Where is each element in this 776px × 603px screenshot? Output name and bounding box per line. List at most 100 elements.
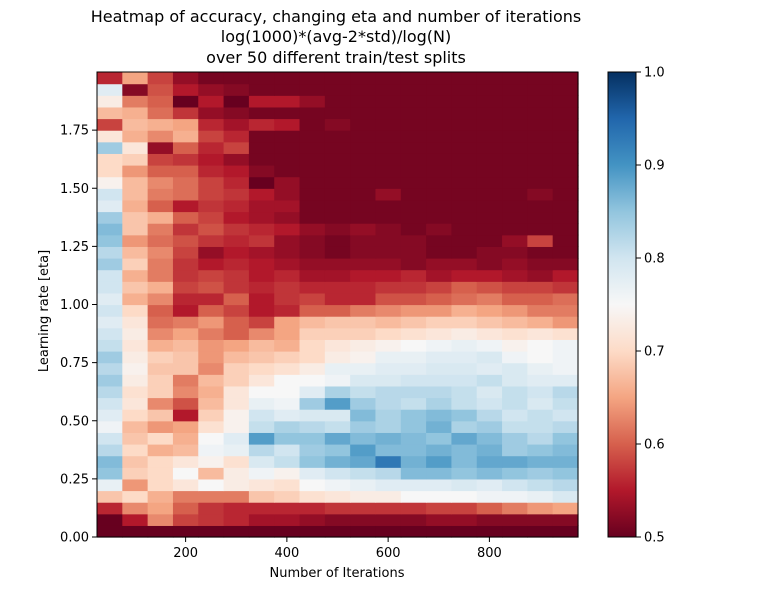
heatmap-cell xyxy=(172,199,199,213)
heatmap-cell xyxy=(527,304,554,317)
heatmap-cell xyxy=(502,246,528,259)
heatmap-cell xyxy=(350,118,377,131)
heatmap-cell xyxy=(451,258,478,271)
heatmap-cell xyxy=(223,72,250,85)
heatmap-cell xyxy=(223,327,250,340)
heatmap-cell xyxy=(375,397,402,410)
heatmap-cell xyxy=(299,397,326,410)
heatmap-cell xyxy=(552,141,579,154)
heatmap-cell xyxy=(122,292,149,306)
heatmap-cell xyxy=(97,106,123,120)
heatmap-cell xyxy=(400,467,427,480)
heatmap-cell xyxy=(324,467,351,480)
heatmap-cell xyxy=(552,339,579,352)
heatmap-cell xyxy=(172,83,199,96)
heatmap-cell xyxy=(223,374,250,387)
heatmap-cell xyxy=(97,478,123,492)
heatmap-cell xyxy=(502,351,528,364)
heatmap-cell xyxy=(172,467,199,480)
heatmap-cell xyxy=(375,118,402,131)
heatmap-cell xyxy=(350,455,377,468)
heatmap-cell xyxy=(147,478,174,492)
heatmap-cell xyxy=(274,409,301,422)
heatmap-cell xyxy=(274,502,301,515)
heatmap-cell xyxy=(375,316,402,329)
heatmap-cell xyxy=(527,490,554,503)
heatmap-cell xyxy=(223,188,250,201)
heatmap-cell xyxy=(375,165,402,178)
heatmap-cell xyxy=(426,316,453,329)
heatmap-cell xyxy=(97,165,123,178)
heatmap-cell xyxy=(147,176,174,189)
heatmap-cell xyxy=(400,95,427,108)
heatmap-cell xyxy=(375,525,402,538)
heatmap-cell xyxy=(350,316,377,329)
heatmap-cell xyxy=(400,246,427,259)
heatmap-cell xyxy=(400,211,427,224)
heatmap-cell xyxy=(122,106,149,120)
heatmap-cell xyxy=(502,211,528,224)
heatmap-cell xyxy=(324,490,351,503)
heatmap-cell xyxy=(248,478,275,492)
chart-title-line-2: log(1000)*(avg-2*std)/log(N) xyxy=(221,27,451,46)
heatmap-cell xyxy=(122,490,149,503)
heatmap-cell xyxy=(527,95,554,108)
heatmap-cell xyxy=(426,83,453,96)
heatmap-cell xyxy=(122,246,149,259)
heatmap-cell xyxy=(527,385,554,399)
heatmap-cell xyxy=(97,409,123,422)
heatmap-cell xyxy=(400,409,427,422)
heatmap-cell xyxy=(324,432,351,445)
heatmap-cell xyxy=(172,490,199,503)
heatmap-cell xyxy=(198,339,225,352)
heatmap-cell xyxy=(248,490,275,503)
heatmap-cell xyxy=(451,351,478,364)
heatmap-cell xyxy=(274,397,301,410)
heatmap-cell xyxy=(426,432,453,445)
heatmap-cell xyxy=(502,409,528,422)
heatmap-cell xyxy=(476,304,503,317)
heatmap-cell xyxy=(122,223,149,236)
heatmap-cell xyxy=(527,444,554,457)
heatmap-cell xyxy=(172,362,199,375)
heatmap-cell xyxy=(223,467,250,480)
heatmap-cell xyxy=(122,467,149,480)
heatmap-cell xyxy=(350,397,377,410)
heatmap-cell xyxy=(299,362,326,375)
heatmap-cell xyxy=(223,234,250,247)
heatmap-cell xyxy=(476,490,503,503)
heatmap-cell xyxy=(426,141,453,154)
heatmap-cell xyxy=(375,234,402,247)
heatmap-cell xyxy=(147,234,174,247)
heatmap-cell xyxy=(426,292,453,306)
heatmap-cell xyxy=(400,176,427,189)
heatmap-cell xyxy=(147,211,174,224)
heatmap-cell xyxy=(223,223,250,236)
heatmap-cell xyxy=(552,316,579,329)
heatmap-cell xyxy=(223,176,250,189)
heatmap-cell xyxy=(451,246,478,259)
heatmap-cell xyxy=(172,351,199,364)
heatmap-cell xyxy=(502,292,528,306)
heatmap-cell xyxy=(198,467,225,480)
heatmap-cell xyxy=(324,95,351,108)
heatmap-cell xyxy=(198,281,225,294)
heatmap-cell xyxy=(502,153,528,166)
heatmap-cell xyxy=(299,374,326,387)
heatmap-cell xyxy=(350,351,377,364)
heatmap-cell xyxy=(476,258,503,271)
heatmap-cell xyxy=(223,432,250,445)
heatmap-cell xyxy=(552,118,579,131)
heatmap-cell xyxy=(97,339,123,352)
heatmap-cell xyxy=(172,106,199,120)
heatmap-cell xyxy=(97,327,123,340)
heatmap-cell xyxy=(248,420,275,433)
heatmap-cell xyxy=(223,95,250,108)
heatmap-cell xyxy=(476,165,503,178)
y-tick-label: 0.00 xyxy=(60,531,89,546)
heatmap-cell xyxy=(375,444,402,457)
heatmap-cell xyxy=(502,188,528,201)
heatmap-cell xyxy=(350,258,377,271)
heatmap-cell xyxy=(426,304,453,317)
heatmap-cell xyxy=(223,502,250,515)
